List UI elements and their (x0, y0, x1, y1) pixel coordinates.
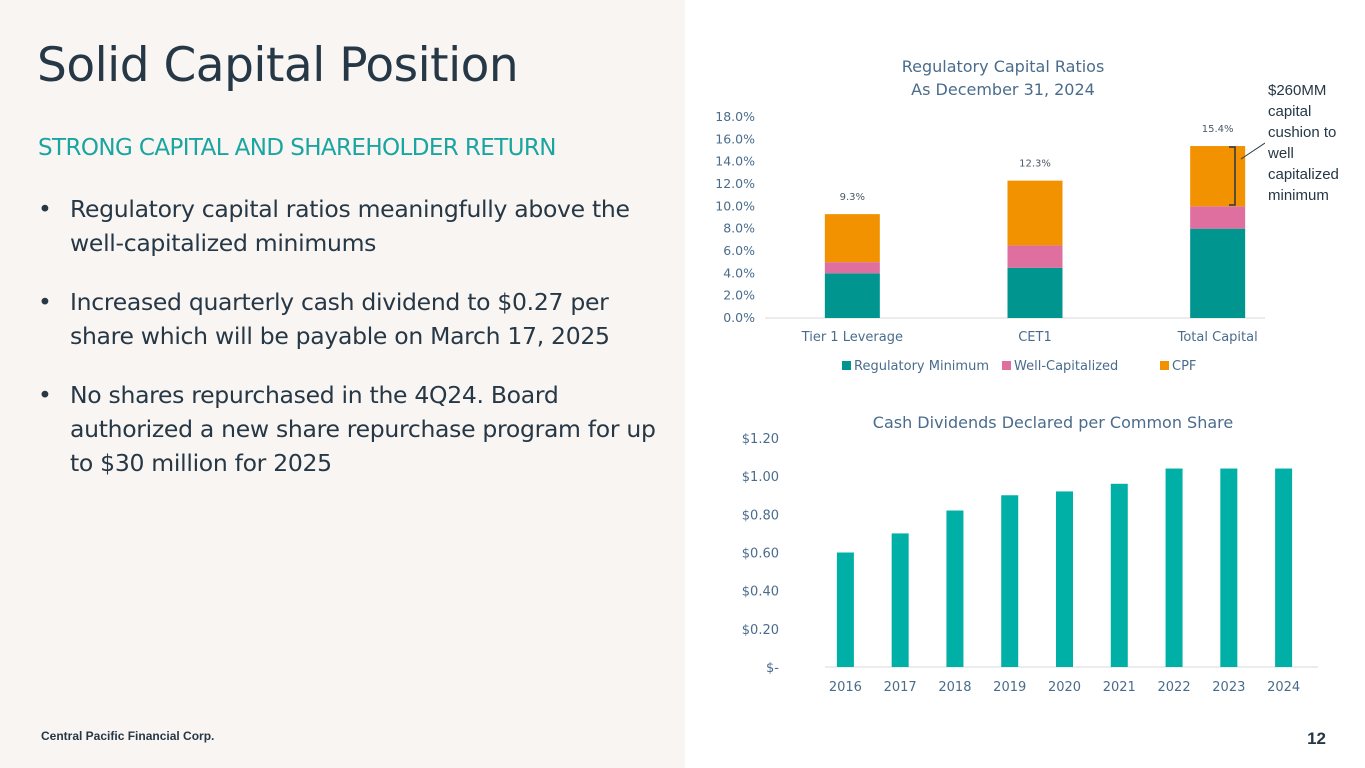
legend-swatch (1160, 361, 1169, 370)
slide-subtitle: STRONG CAPITAL AND SHAREHOLDER RETURN (38, 135, 556, 161)
y-tick-label: 14.0% (715, 154, 755, 169)
y-tick-label: 0.0% (723, 310, 755, 325)
cushion-bracket (1229, 142, 1265, 206)
y-tick-label: 8.0% (723, 221, 755, 236)
y-tick-label: $1.00 (742, 470, 779, 485)
footer-company-name: Central Pacific Financial Corp. (41, 729, 215, 743)
dividend-bar (1165, 468, 1183, 667)
bullet-text: No shares repurchased in the 4Q24. Board… (70, 381, 656, 477)
x-tick-label: 2020 (1048, 680, 1081, 695)
page-number: 12 (1307, 729, 1326, 748)
legend-swatch (1002, 361, 1011, 370)
chart-title: Cash Dividends Declared per Common Share (873, 413, 1233, 432)
legend-label: Regulatory Minimum (854, 359, 989, 374)
y-axis: 0.0% 2.0% 4.0% 6.0% 8.0% 10.0% 12.0% 14.0% 16.0%… (715, 109, 1265, 325)
slide-title: Solid Capital Position (37, 38, 519, 93)
x-tick-label: CET1 (1018, 330, 1052, 345)
bullet-text: Increased quarterly cash dividend to $0.… (70, 288, 610, 350)
dividend-bar (836, 552, 854, 667)
bar-segment (1190, 146, 1246, 207)
y-tick-label: 4.0% (723, 265, 755, 280)
chart-title: Regulatory Capital Ratios (902, 57, 1105, 76)
dividend-bar (1220, 468, 1238, 667)
x-axis: 2016 2017 2018 2019 2020 2021 2022 2023 2024 (829, 680, 1300, 695)
bullet-text: Regulatory capital ratios meaningfully a… (70, 195, 630, 257)
bullet-item: • Regulatory capital ratios meaningfully … (38, 192, 658, 260)
y-tick-label: 2.0% (723, 288, 755, 303)
y-tick-label: 6.0% (723, 243, 755, 258)
bar-segment (1007, 267, 1063, 318)
y-tick-label: 10.0% (715, 198, 755, 213)
x-tick-label: 2019 (993, 680, 1026, 695)
data-label: 9.3% (840, 192, 865, 203)
legend-swatch (842, 361, 851, 370)
legend-label: CPF (1172, 359, 1196, 374)
regulatory-capital-chart: Regulatory Capital Ratios As December 31… (715, 57, 1265, 374)
cash-dividends-chart: Cash Dividends Declared per Common Share… (742, 413, 1318, 695)
bar-group: 9.3% 12.3% 15.4% (824, 124, 1246, 318)
bar-segment (1007, 245, 1063, 268)
bar-segment (824, 273, 880, 318)
x-tick-label: 2017 (884, 680, 917, 695)
dividend-bar (1275, 468, 1293, 667)
left-panel (0, 0, 685, 768)
y-tick-label: $- (766, 661, 779, 676)
bar-group (836, 468, 1293, 667)
x-tick-label: 2024 (1267, 680, 1300, 695)
legend: Regulatory Minimum Well-Capitalized CPF (842, 359, 1196, 374)
x-tick-label: 2016 (829, 680, 862, 695)
x-axis: Tier 1 Leverage CET1 Total Capital (801, 330, 1258, 345)
y-tick-label: 18.0% (715, 109, 755, 124)
x-tick-label: 2021 (1103, 680, 1136, 695)
bar-segment (1007, 180, 1063, 246)
bar-segment (824, 262, 880, 274)
capital-cushion-annotation: $260MM capital cushion to well capitaliz… (1268, 82, 1339, 204)
y-tick-label: $0.20 (742, 623, 779, 638)
bullet-glyph: • (38, 288, 52, 316)
bullet-list: • Regulatory capital ratios meaningfully … (38, 192, 658, 505)
bullet-item: • No shares repurchased in the 4Q24. Boar… (38, 378, 658, 480)
bar-segment (1190, 206, 1246, 229)
data-label: 12.3% (1019, 159, 1051, 170)
dividend-bar (1001, 495, 1019, 667)
bar-segment (1190, 228, 1246, 318)
y-tick-label: 16.0% (715, 131, 755, 146)
bar-segment (824, 214, 880, 263)
y-tick-label: $0.80 (742, 508, 779, 523)
legend-label: Well-Capitalized (1014, 359, 1118, 374)
x-tick-label: Tier 1 Leverage (801, 330, 903, 345)
dividend-bar (1110, 483, 1128, 667)
x-tick-label: 2023 (1212, 680, 1245, 695)
x-tick-label: 2022 (1158, 680, 1191, 695)
dividend-bar (946, 510, 964, 667)
x-tick-label: 2018 (938, 680, 971, 695)
dividend-bar (891, 533, 909, 667)
bullet-glyph: • (38, 195, 52, 223)
y-tick-label: 12.0% (715, 176, 755, 191)
y-tick-label: $1.20 (742, 432, 779, 447)
y-tick-label: $0.60 (742, 547, 779, 562)
y-tick-label: $0.40 (742, 585, 779, 600)
data-label: 15.4% (1202, 124, 1234, 135)
bullet-item: • Increased quarterly cash dividend to $0… (38, 285, 658, 353)
chart-subtitle: As December 31, 2024 (911, 80, 1095, 99)
dividend-bar (1056, 491, 1073, 667)
x-tick-label: Total Capital (1177, 330, 1258, 345)
bullet-glyph: • (38, 381, 52, 409)
